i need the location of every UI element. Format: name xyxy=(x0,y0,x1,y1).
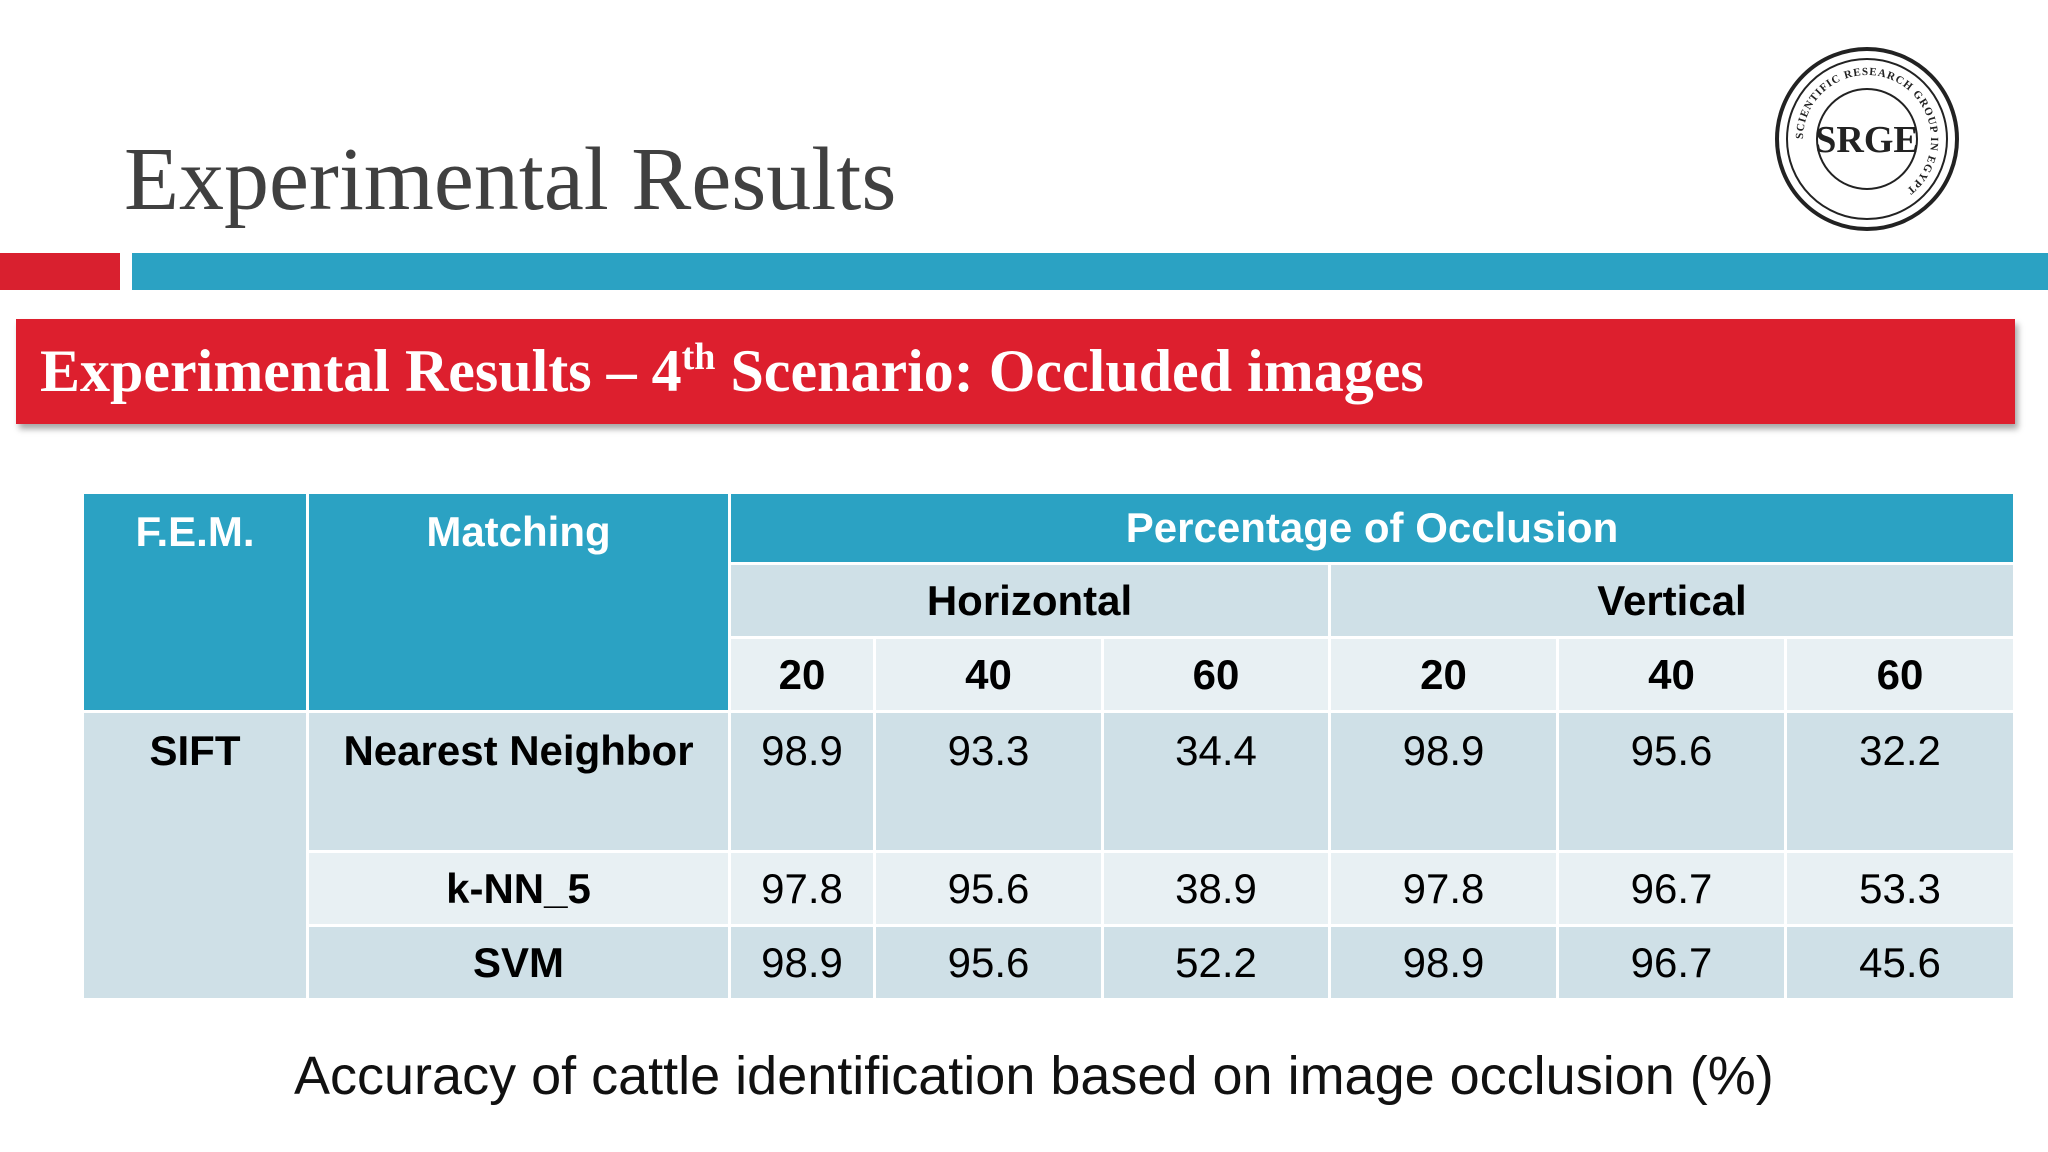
accent-bar-red xyxy=(0,253,120,290)
table-row: k-NN_5 97.8 95.6 38.9 97.8 96.7 53.3 xyxy=(83,850,2017,927)
accent-bar-teal xyxy=(132,253,2048,290)
value-cell: 52.2 xyxy=(1101,924,1331,1001)
fem-cell: SIFT xyxy=(81,710,309,1001)
header-level: 60 xyxy=(1783,636,2017,713)
value-cell: 96.7 xyxy=(1556,850,1787,927)
value-cell: 97.8 xyxy=(728,850,876,927)
value-cell: 96.7 xyxy=(1556,924,1787,1001)
banner-superscript: th xyxy=(681,336,716,378)
value-cell: 93.3 xyxy=(873,710,1104,853)
banner-suffix: Scenario: Occluded images xyxy=(715,338,1424,404)
value-cell: 38.9 xyxy=(1101,850,1331,927)
table-caption: Accuracy of cattle identification based … xyxy=(294,1046,1774,1106)
header-level: 20 xyxy=(728,636,876,713)
header-level: 60 xyxy=(1101,636,1331,713)
header-occlusion-group: Percentage of Occlusion xyxy=(727,491,2017,565)
banner-prefix: Experimental Results – 4 xyxy=(40,338,682,404)
header-horizontal: Horizontal xyxy=(728,562,1331,639)
value-cell: 53.3 xyxy=(1783,850,2017,927)
value-cell: 95.6 xyxy=(873,850,1104,927)
table-row: SIFT Nearest Neighbor 98.9 93.3 34.4 98.… xyxy=(81,710,2017,1001)
value-cell: 34.4 xyxy=(1101,710,1331,853)
logo-text: SRGE xyxy=(1815,119,1918,161)
srge-logo: SCIENTIFIC RESEARCH GROUP IN EGYPT SRGE xyxy=(1775,47,1959,231)
header-vertical: Vertical xyxy=(1327,562,2017,639)
value-cell: 95.6 xyxy=(1556,710,1787,853)
value-cell: 45.6 xyxy=(1783,924,2017,1001)
method-cell: SVM xyxy=(306,924,731,1001)
results-table: F.E.M. Matching Percentage of Occlusion … xyxy=(81,491,2017,1001)
header-matching: Matching xyxy=(306,491,731,713)
value-cell: 97.8 xyxy=(1328,850,1559,927)
header-level: 40 xyxy=(873,636,1104,713)
method-cell: k-NN_5 xyxy=(306,850,731,927)
banner-heading: Experimental Results – 4th Scenario: Occ… xyxy=(16,337,1424,406)
value-cell: 98.9 xyxy=(728,710,876,853)
value-cell: 32.2 xyxy=(1783,710,2017,853)
section-banner: Experimental Results – 4th Scenario: Occ… xyxy=(16,319,2015,424)
table-row: SVM 98.9 95.6 52.2 98.9 96.7 45.6 xyxy=(83,924,2017,1001)
header-level: 40 xyxy=(1556,636,1787,713)
value-cell: 95.6 xyxy=(873,924,1104,1001)
value-cell: 98.9 xyxy=(1328,710,1559,853)
method-cell: Nearest Neighbor xyxy=(306,710,731,853)
value-cell: 98.9 xyxy=(728,924,876,1001)
slide-title: Experimental Results xyxy=(124,130,897,229)
header-level: 20 xyxy=(1328,636,1559,713)
header-fem: F.E.M. xyxy=(81,491,309,713)
value-cell: 98.9 xyxy=(1328,924,1559,1001)
